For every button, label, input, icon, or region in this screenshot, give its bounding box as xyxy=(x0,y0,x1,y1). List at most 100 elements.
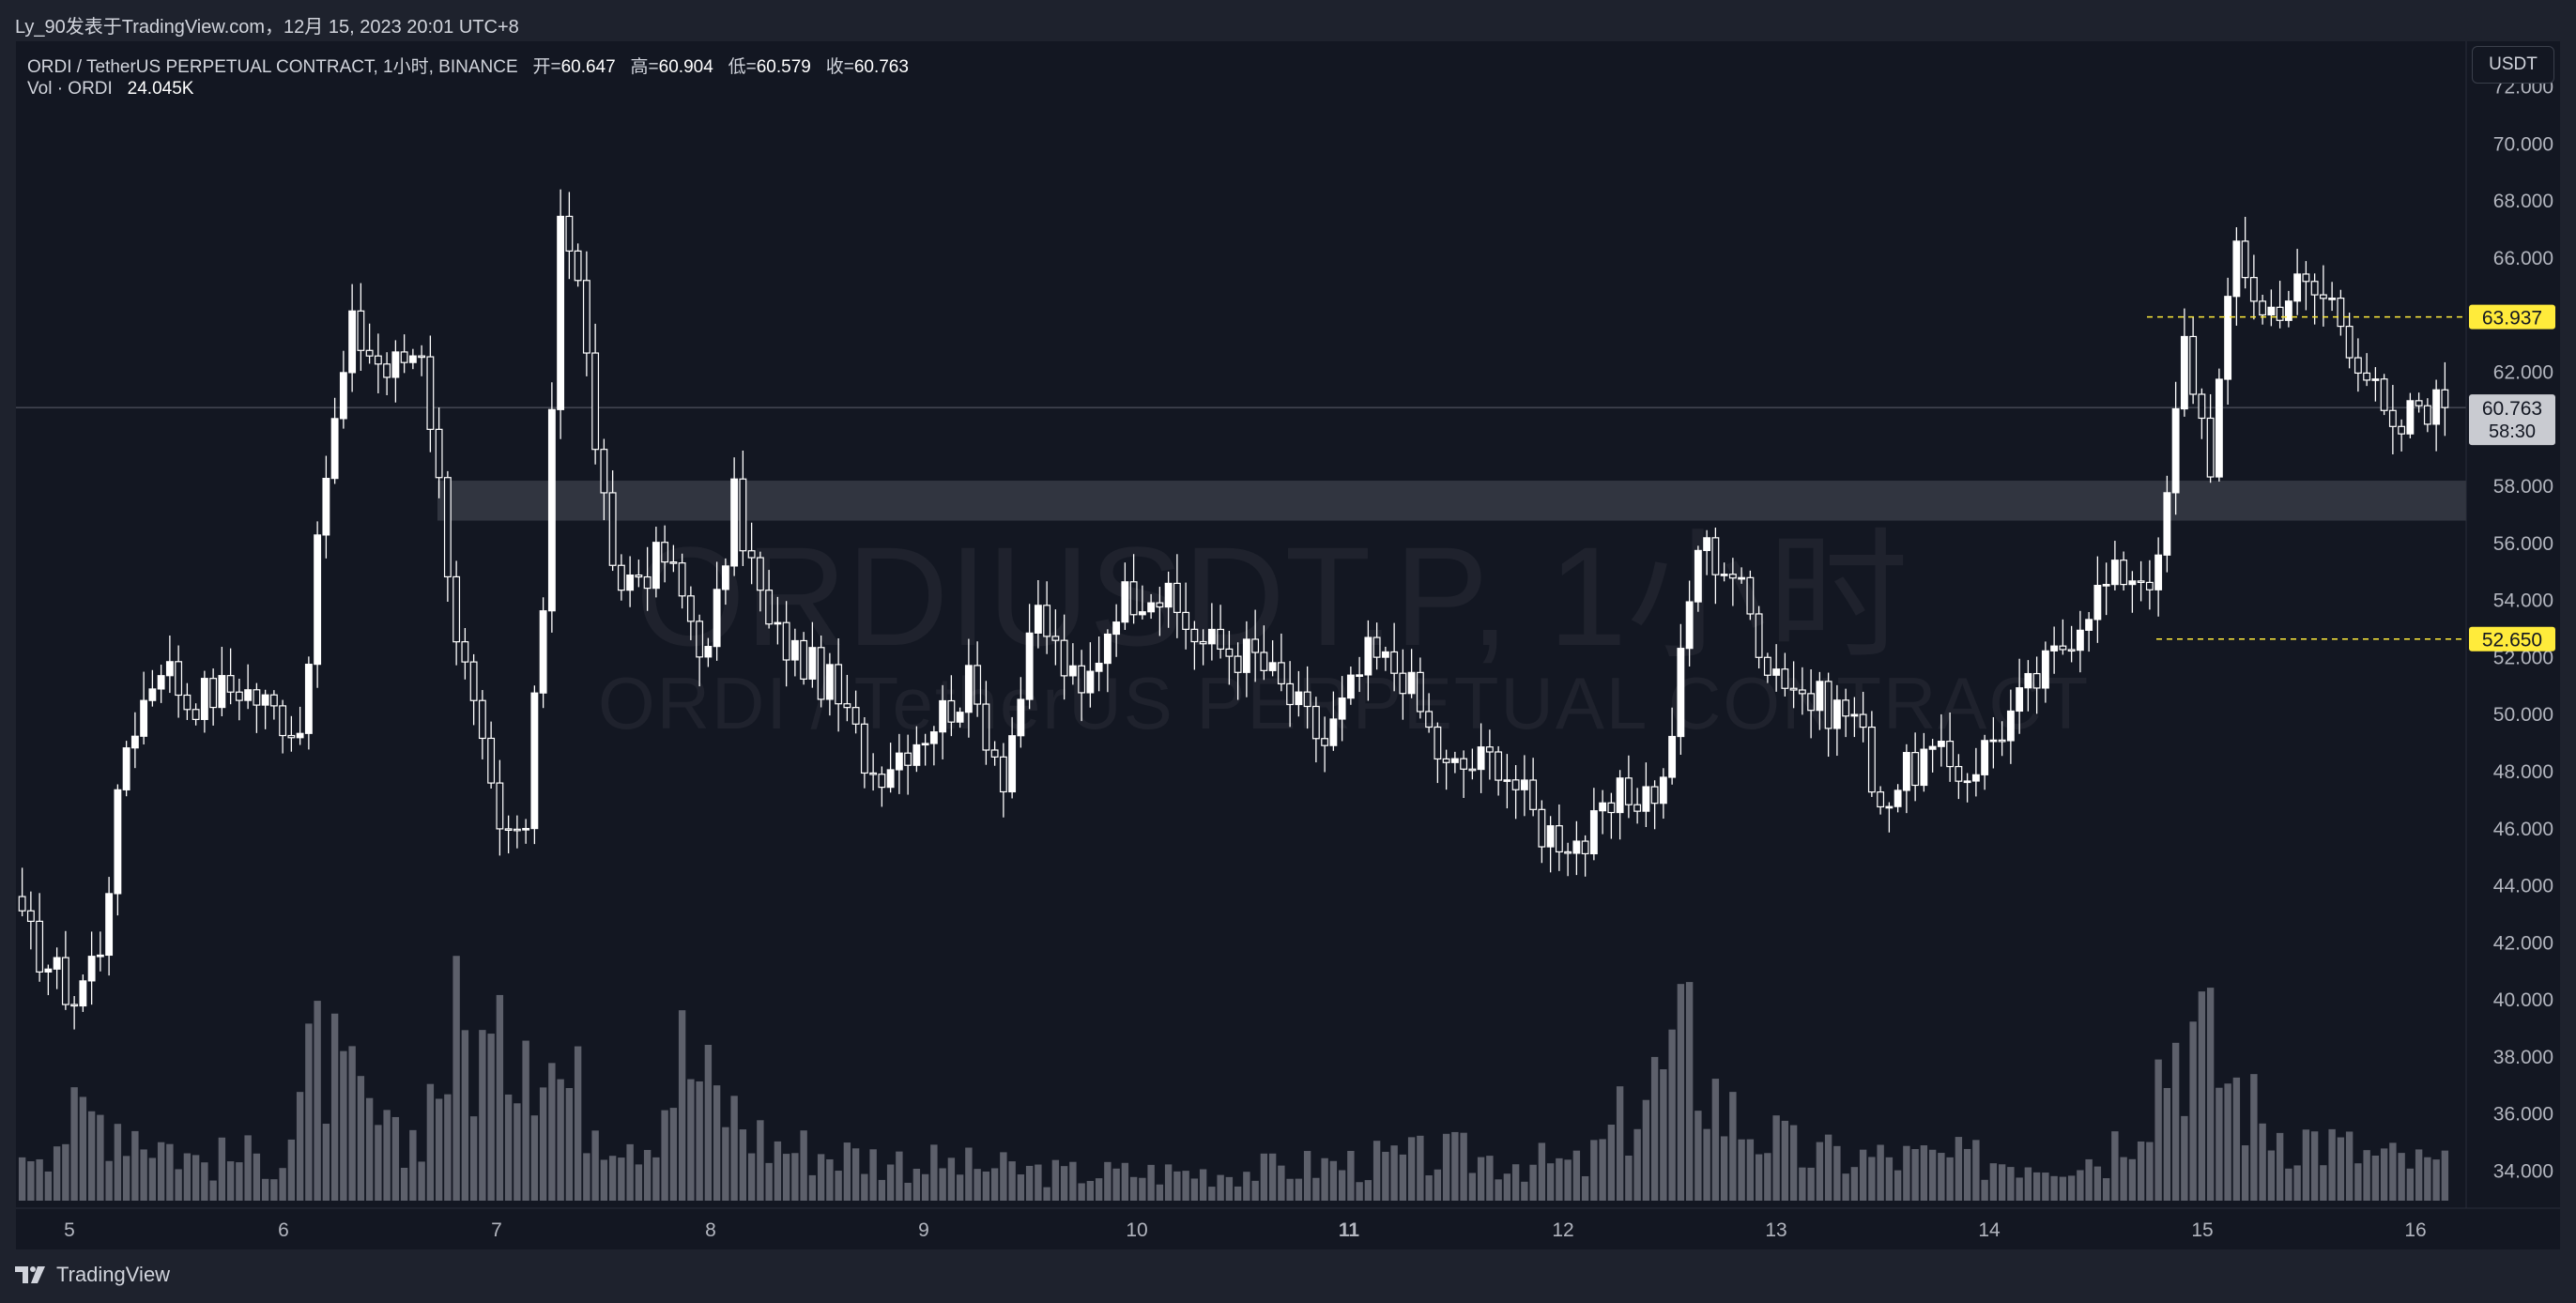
candle-body[interactable] xyxy=(496,782,504,830)
candle-body[interactable] xyxy=(1642,786,1650,812)
candle-body[interactable] xyxy=(1989,739,1998,743)
candle-body[interactable] xyxy=(461,641,469,663)
candle-body[interactable] xyxy=(843,703,851,709)
candle-body[interactable] xyxy=(964,665,973,713)
candle-body[interactable] xyxy=(565,215,574,252)
candle-body[interactable] xyxy=(1407,671,1416,695)
candle-body[interactable] xyxy=(1103,633,1112,665)
candle-body[interactable] xyxy=(825,664,834,700)
price-chart[interactable]: 72.00070.00068.00066.00064.00062.00060.0… xyxy=(16,41,2560,1249)
candle-body[interactable] xyxy=(2041,650,2049,689)
candle-body[interactable] xyxy=(1311,705,1320,740)
candle-body[interactable] xyxy=(939,699,947,733)
candle-body[interactable] xyxy=(1460,758,1468,770)
candle-body[interactable] xyxy=(1798,689,1806,695)
candle-body[interactable] xyxy=(591,352,600,451)
candle-body[interactable] xyxy=(2189,335,2198,395)
candle-body[interactable] xyxy=(530,692,539,830)
candle-body[interactable] xyxy=(2110,560,2119,586)
candle-body[interactable] xyxy=(1555,825,1563,853)
candle-body[interactable] xyxy=(1633,804,1642,812)
candle-body[interactable] xyxy=(1564,851,1572,854)
candle-body[interactable] xyxy=(1121,581,1129,623)
candle-body[interactable] xyxy=(2032,672,2041,689)
candle-body[interactable] xyxy=(1260,652,1268,671)
candle-body[interactable] xyxy=(1156,602,1164,608)
candle-body[interactable] xyxy=(2006,710,2015,742)
candle-body[interactable] xyxy=(574,250,582,282)
candle-body[interactable] xyxy=(2241,240,2249,279)
candle-body[interactable] xyxy=(982,703,990,751)
candle-body[interactable] xyxy=(61,957,69,1005)
candle-body[interactable] xyxy=(878,774,886,789)
candle-body[interactable] xyxy=(2310,281,2319,296)
candle-body[interactable] xyxy=(2371,378,2380,381)
candle-body[interactable] xyxy=(1338,697,1346,720)
candle-body[interactable] xyxy=(1234,655,1242,673)
candle-body[interactable] xyxy=(1286,682,1295,706)
candle-body[interactable] xyxy=(1217,628,1225,650)
candle-body[interactable] xyxy=(148,688,157,701)
candle-body[interactable] xyxy=(322,478,330,536)
candle-body[interactable] xyxy=(1728,574,1737,579)
candle-body[interactable] xyxy=(1434,726,1442,760)
candle-body[interactable] xyxy=(314,534,322,666)
candle-body[interactable] xyxy=(2328,298,2337,300)
candle-body[interactable] xyxy=(1599,802,1607,812)
candle-body[interactable] xyxy=(1520,779,1528,790)
candle-body[interactable] xyxy=(1277,662,1285,685)
candle-body[interactable] xyxy=(756,557,764,591)
candle-body[interactable] xyxy=(1832,699,1841,729)
last-price-tag[interactable] xyxy=(2469,394,2555,446)
candle-body[interactable] xyxy=(1624,777,1633,805)
candle-body[interactable] xyxy=(1242,638,1250,673)
candle-body[interactable] xyxy=(1346,674,1355,699)
candle-body[interactable] xyxy=(808,647,817,680)
candle-body[interactable] xyxy=(2259,300,2267,316)
candle-body[interactable] xyxy=(365,349,374,357)
candle-body[interactable] xyxy=(391,351,400,378)
candle-body[interactable] xyxy=(1677,648,1685,738)
candle-body[interactable] xyxy=(1129,581,1138,616)
candle-body[interactable] xyxy=(1503,779,1511,782)
candle-body[interactable] xyxy=(1034,605,1042,634)
candle-body[interactable] xyxy=(1738,576,1746,580)
level-price-tag[interactable] xyxy=(2469,304,2555,330)
candle-body[interactable] xyxy=(1060,639,1068,677)
candle-body[interactable] xyxy=(1164,582,1173,608)
candle-body[interactable] xyxy=(547,408,556,612)
candle-body[interactable] xyxy=(1955,765,1963,782)
candle-body[interactable] xyxy=(2145,581,2154,590)
candle-body[interactable] xyxy=(26,910,35,923)
candle-body[interactable] xyxy=(1885,805,1894,809)
candle-body[interactable] xyxy=(1051,636,1060,641)
candle-body[interactable] xyxy=(374,355,382,365)
candle-body[interactable] xyxy=(1511,779,1520,790)
candle-body[interactable] xyxy=(1390,651,1399,674)
candle-body[interactable] xyxy=(304,664,313,734)
candle-body[interactable] xyxy=(765,590,774,625)
candle-body[interactable] xyxy=(1138,611,1146,616)
candle-body[interactable] xyxy=(643,575,652,590)
candle-body[interactable] xyxy=(1251,638,1260,653)
legend-vol-label[interactable]: Vol · ORDI xyxy=(27,79,113,99)
candle-body[interactable] xyxy=(869,772,878,775)
candle-body[interactable] xyxy=(2363,372,2371,381)
candle-body[interactable] xyxy=(443,477,452,578)
candle-body[interactable] xyxy=(330,418,339,480)
candle-body[interactable] xyxy=(2137,580,2145,584)
candle-body[interactable] xyxy=(1068,665,1077,677)
candle-body[interactable] xyxy=(2232,240,2241,298)
candle-body[interactable] xyxy=(87,956,96,982)
candle-body[interactable] xyxy=(1703,537,1711,552)
candle-body[interactable] xyxy=(2337,298,2345,328)
candle-body[interactable] xyxy=(296,732,304,739)
candle-body[interactable] xyxy=(774,621,782,625)
candle-body[interactable] xyxy=(469,661,478,701)
candle-body[interactable] xyxy=(522,827,530,831)
candle-body[interactable] xyxy=(165,661,174,677)
tradingview-logo[interactable]: TradingView xyxy=(15,1263,170,1287)
candle-body[interactable] xyxy=(1190,628,1199,643)
chart-panel[interactable]: 72.00070.00068.00066.00064.00062.00060.0… xyxy=(16,41,2560,1249)
candle-body[interactable] xyxy=(947,699,956,723)
